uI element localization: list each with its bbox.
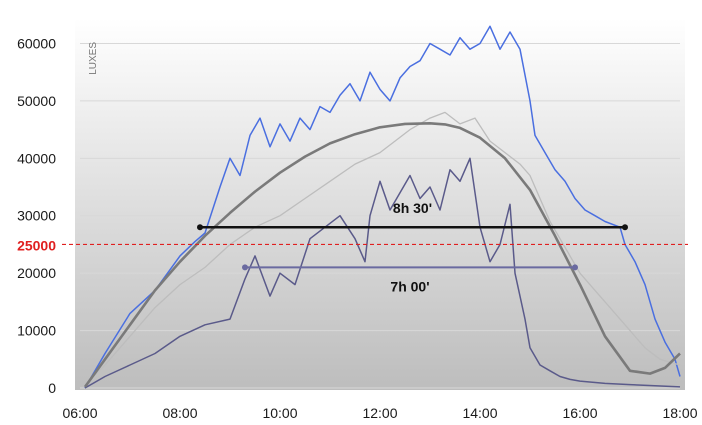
duration-bar-start-dot bbox=[242, 264, 248, 271]
x-axis-ticks: 06:00 08:00 10:00 12:00 14:00 16:00 18:00 bbox=[62, 405, 697, 421]
x-tick-label: 08:00 bbox=[162, 405, 197, 421]
threshold-group: 25000 bbox=[17, 237, 688, 253]
annotations-group: 8h 30' 7h 00' bbox=[197, 200, 628, 294]
x-tick-label: 06:00 bbox=[62, 405, 97, 421]
duration-bar-end-dot bbox=[572, 264, 578, 271]
y-tick-label: 50000 bbox=[17, 93, 56, 109]
duration-label: 7h 00' bbox=[390, 278, 429, 294]
x-tick-label: 16:00 bbox=[562, 405, 597, 421]
threshold-label: 25000 bbox=[17, 237, 56, 253]
plot-background bbox=[75, 18, 685, 390]
y-axis-ticks: 0 10000 20000 30000 40000 50000 60000 bbox=[17, 35, 56, 396]
duration-label: 8h 30' bbox=[393, 200, 432, 216]
y-tick-label: 60000 bbox=[17, 35, 56, 51]
y-tick-label: 40000 bbox=[17, 150, 56, 166]
y-tick-label: 30000 bbox=[17, 208, 56, 224]
duration-bar-start-dot bbox=[197, 224, 203, 231]
series-line-4 bbox=[83, 122, 681, 388]
gridlines bbox=[80, 42, 680, 389]
series-line-2 bbox=[84, 111, 681, 386]
x-tick-label: 12:00 bbox=[362, 405, 397, 421]
x-tick-label: 14:00 bbox=[462, 405, 497, 421]
series-group bbox=[83, 25, 681, 389]
duration-bar-end-dot bbox=[622, 224, 628, 231]
series-line-3 bbox=[84, 157, 681, 389]
y-tick-label: 10000 bbox=[17, 323, 56, 339]
y-tick-label: 20000 bbox=[17, 265, 56, 281]
series-line-1 bbox=[84, 25, 681, 389]
y-axis-unit-label: LUXES bbox=[88, 42, 99, 75]
y-tick-label: 0 bbox=[48, 380, 56, 396]
x-tick-label: 10:00 bbox=[262, 405, 297, 421]
x-tick-label: 18:00 bbox=[662, 405, 697, 421]
